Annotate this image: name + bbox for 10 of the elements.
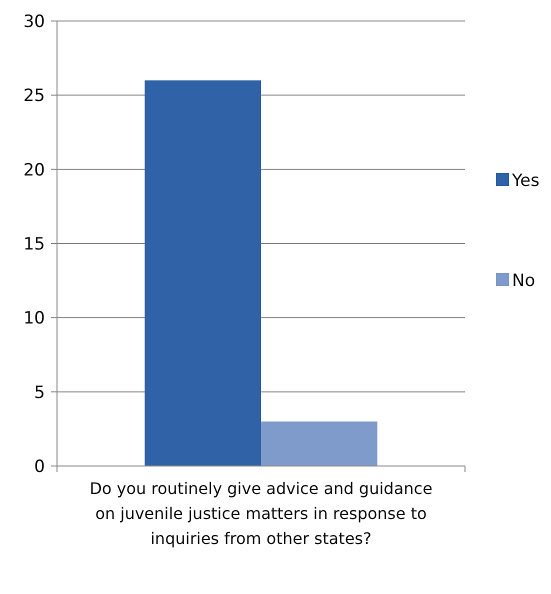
y-tick-label: 15 [23, 234, 45, 254]
legend-label: No [512, 270, 536, 291]
y-tick-label: 10 [23, 308, 45, 329]
y-tick-label: 0 [34, 456, 45, 477]
y-tick-label: 5 [34, 382, 45, 403]
x-tick-label: Do you routinely give advice and guidance on juvenile justice matters in response to inquiries from other states? [88, 478, 434, 550]
y-tick-label: 25 [23, 86, 45, 106]
y-tick-label: 30 [23, 12, 45, 32]
legend-label: Yes [511, 170, 540, 191]
y-tick-label: 20 [23, 160, 45, 180]
